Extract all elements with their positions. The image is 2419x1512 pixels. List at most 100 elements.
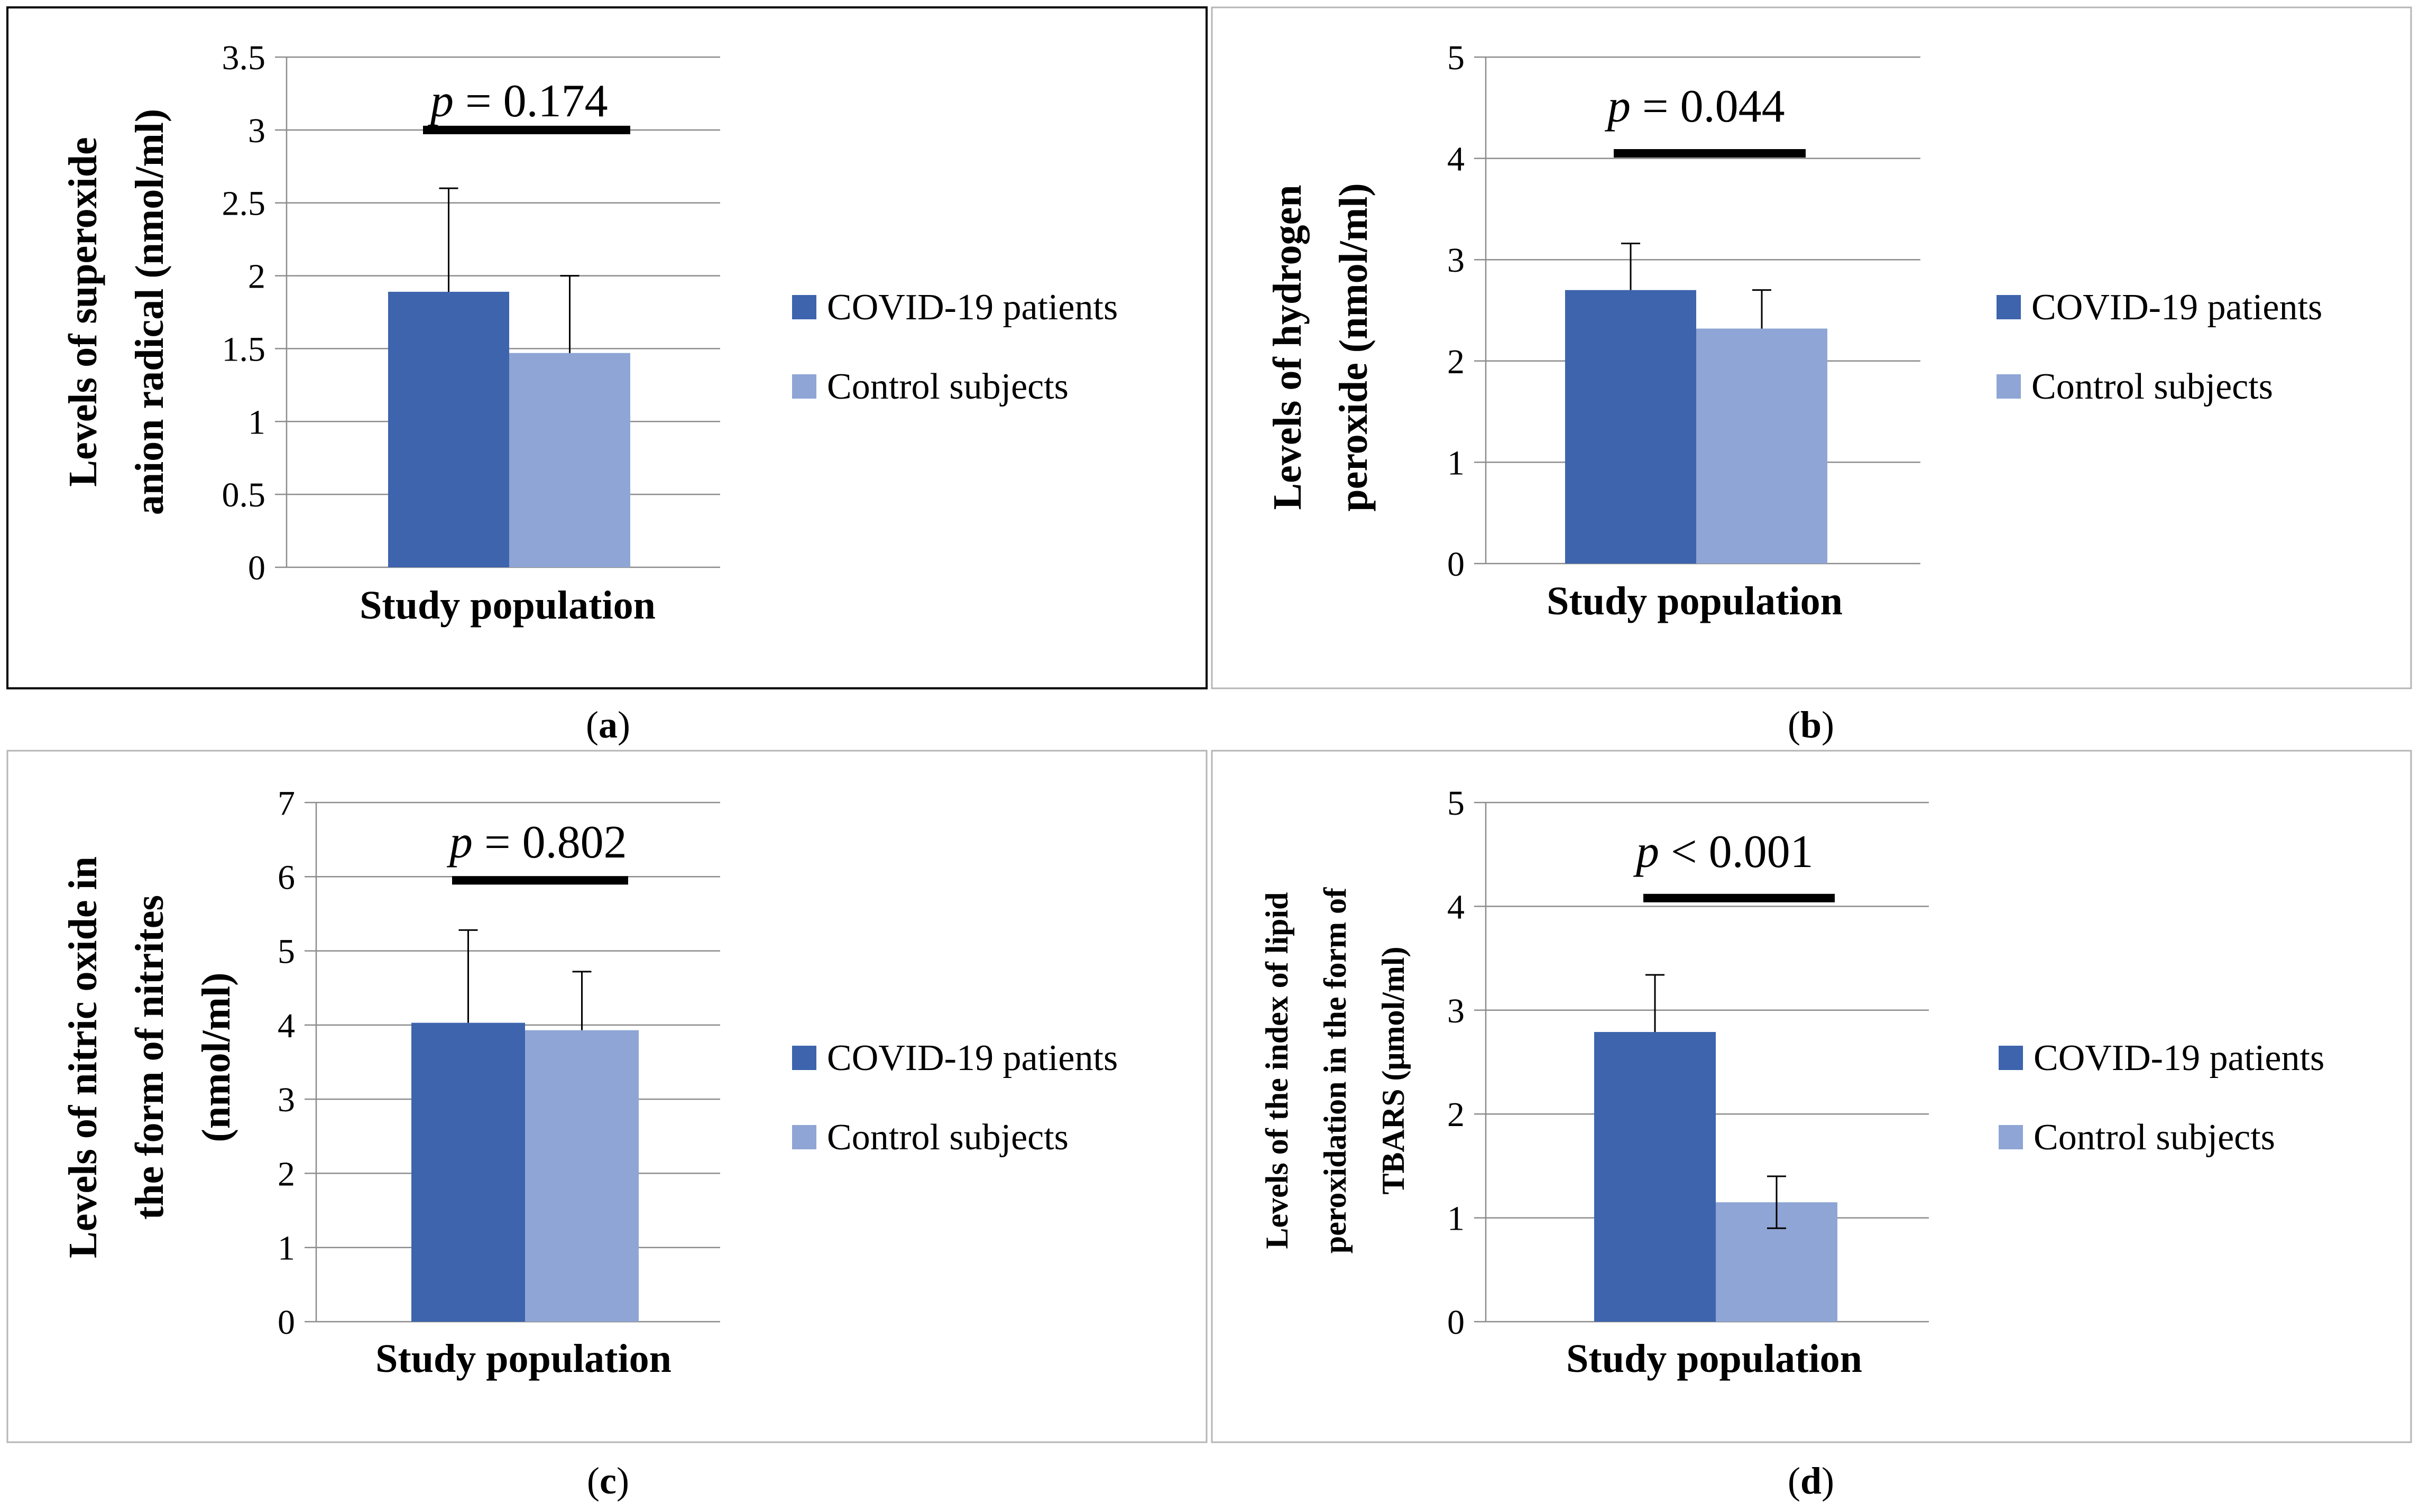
caption-open-paren: ( [1788, 704, 1800, 746]
legend-swatch [792, 1125, 816, 1149]
caption-letter: a [599, 704, 618, 746]
panel-caption: (a) [586, 704, 630, 746]
y-axis-title-line: TBARS (μmol/ml) [1376, 946, 1411, 1194]
error-bar [1645, 974, 1664, 1032]
y-tick-label: 5 [278, 933, 295, 971]
legend-item: Control subjects [792, 1117, 1069, 1158]
p-value-text: = 0.174 [454, 76, 608, 127]
panel-frame [6, 6, 1208, 689]
legend-label: COVID-19 patients [827, 287, 1118, 328]
y-tick-label: 4 [1447, 888, 1465, 926]
y-tick-label: 2 [248, 257, 265, 296]
y-tick-label: 4 [1447, 140, 1465, 179]
y-tick-label: 2 [1447, 1095, 1465, 1134]
y-axis-title-line: Levels of hydrogen [1265, 185, 1310, 510]
legend-item: COVID-19 patients [1997, 287, 2322, 328]
error-bar [1767, 1175, 1786, 1229]
panel-caption: (d) [1788, 1460, 1834, 1502]
y-tick-label: 3 [1447, 992, 1465, 1030]
legend-label: COVID-19 patients [827, 1038, 1118, 1078]
panel-frame [1211, 6, 2412, 689]
caption-open-paren: ( [586, 704, 599, 746]
error-bar [1621, 243, 1640, 290]
legend-item: Control subjects [1999, 1117, 2275, 1158]
bar-covid-19-patients [1594, 1032, 1716, 1322]
bar-control-subjects [1696, 328, 1827, 564]
y-tick-label: 3 [278, 1081, 295, 1119]
y-tick-label: 1 [1447, 1200, 1465, 1238]
x-axis-title: Study population [375, 1336, 672, 1381]
caption-letter: d [1800, 1460, 1822, 1502]
caption-close-paren: ) [1822, 1460, 1834, 1502]
legend-swatch [792, 374, 816, 399]
p-symbol: p [427, 76, 454, 127]
legend-swatch [792, 295, 816, 319]
error-bar [1752, 289, 1771, 329]
p-value-label: p = 0.802 [446, 817, 627, 868]
legend-label: Control subjects [827, 1117, 1069, 1158]
bar-covid-19-patients [1565, 290, 1696, 564]
y-tick-label: 1 [1447, 444, 1465, 482]
y-tick-label: 0 [278, 1303, 295, 1342]
error-bar [458, 929, 478, 1023]
bar-covid-19-patients [388, 291, 509, 567]
p-value-text: = 0.044 [1631, 81, 1785, 132]
y-tick-label: 5 [1447, 784, 1465, 823]
p-value-label: p < 0.001 [1633, 826, 1814, 878]
caption-letter: b [1800, 704, 1822, 746]
legend-swatch [1997, 295, 2021, 319]
y-tick-label: 6 [278, 858, 295, 897]
bar-covid-19-patients [411, 1022, 525, 1322]
caption-letter: c [600, 1460, 617, 1502]
panel-frame [1211, 750, 2412, 1443]
legend-item: COVID-19 patients [792, 287, 1118, 328]
y-tick-label: 3.5 [222, 39, 266, 77]
error-bar [560, 275, 580, 353]
legend-item: Control subjects [1997, 366, 2273, 407]
y-tick-label: 5 [1447, 39, 1465, 77]
bar-control-subjects [509, 353, 630, 567]
y-axis-title-line: peroxidation in the form of [1318, 887, 1353, 1253]
y-tick-label: 3 [1447, 241, 1465, 280]
chart-panel-d: 0 1 2 3 4 5 p < 0.001 Study population Levels of… [1211, 750, 2412, 1502]
legend-label: Control subjects [2031, 366, 2273, 407]
error-bar [439, 187, 458, 292]
y-tick-label: 2 [1447, 343, 1465, 381]
p-symbol: p [1633, 826, 1659, 878]
chart-panel-a: 0 0.5 1 1.5 2 2.5 3 3.5 p = 0.174 Study populatio… [6, 6, 1208, 746]
legend-label: COVID-19 patients [2034, 1038, 2324, 1078]
p-value-text: = 0.802 [473, 817, 627, 868]
error-bar [572, 971, 592, 1030]
panel-caption: (c) [587, 1460, 629, 1502]
caption-close-paren: ) [617, 1460, 629, 1502]
caption-open-paren: ( [587, 1460, 600, 1502]
p-value-text: < 0.001 [1659, 826, 1814, 878]
legend-label: COVID-19 patients [2031, 287, 2322, 328]
p-symbol: p [1604, 81, 1631, 132]
y-tick-label: 0 [1447, 545, 1465, 584]
caption-open-paren: ( [1788, 1460, 1800, 1502]
y-axis-title-line: Levels of nitric oxide in [61, 856, 105, 1258]
y-tick-label: 2.5 [222, 185, 266, 223]
y-tick-label: 7 [278, 784, 295, 823]
y-tick-label: 1 [278, 1229, 295, 1268]
y-axis-title-line: Levels of the index of lipid [1259, 892, 1294, 1249]
y-tick-label: 1 [248, 403, 265, 441]
legend-item: COVID-19 patients [792, 1038, 1118, 1078]
chart-panel-b: 0 1 2 3 4 5 p = 0.044 Study population Levels of… [1211, 6, 2412, 746]
legend-item: Control subjects [792, 366, 1069, 407]
y-axis-title-line: Levels of superoxide [61, 137, 105, 486]
p-value-label: p = 0.044 [1604, 81, 1785, 132]
caption-close-paren: ) [1822, 704, 1834, 746]
y-axis-title-line: the form of nitrites [127, 895, 172, 1220]
panel-frame [6, 750, 1208, 1443]
y-tick-label: 4 [278, 1007, 295, 1045]
x-axis-title: Study population [1547, 579, 1843, 623]
chart-panel-c: 0 1 2 3 4 5 6 7 p = 0.802 Study population Levels … [6, 750, 1208, 1502]
panel-caption: (b) [1788, 704, 1834, 746]
y-tick-label: 0 [1447, 1303, 1465, 1342]
y-axis-title-line: peroxide (nmol/ml) [1331, 183, 1376, 511]
y-tick-label: 2 [278, 1155, 295, 1193]
y-tick-label: 0 [248, 549, 265, 587]
